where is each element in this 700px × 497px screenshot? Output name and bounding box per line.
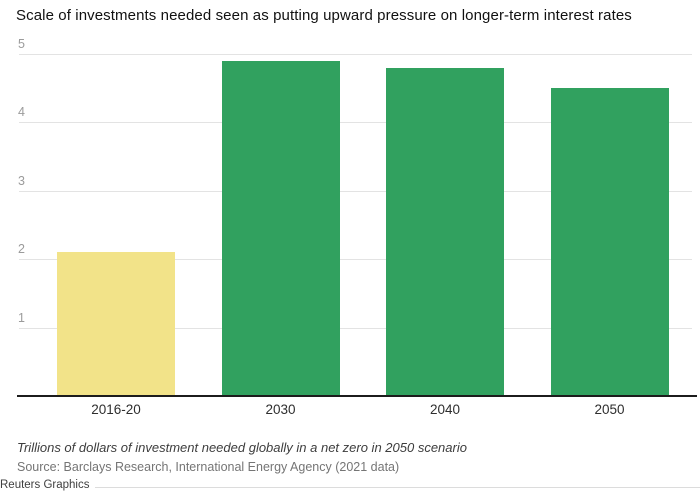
- x-axis-baseline: [17, 395, 697, 397]
- gridline-4: [19, 122, 692, 124]
- gridline-5: [19, 54, 692, 55]
- chart-note: Trillions of dollars of investment neede…: [17, 440, 467, 455]
- x-tick-label-2050: 2050: [594, 402, 625, 417]
- bar-2050: [550, 88, 669, 396]
- bar-2040: [386, 67, 504, 396]
- chart-title: Scale of investments needed seen as putt…: [16, 7, 632, 24]
- y-tick-label-3: 3: [18, 173, 25, 188]
- y-tick-label-2: 2: [18, 242, 25, 257]
- attribution-divider: [95, 487, 700, 488]
- attribution-label: Reuters Graphics: [0, 479, 90, 491]
- gridline-3: [19, 190, 692, 192]
- chart-source: Source: Barclays Research, International…: [17, 460, 400, 474]
- x-tick-label-2030: 2030: [265, 402, 296, 417]
- x-tick-label-2016-20: 2016-20: [91, 402, 141, 417]
- y-tick-label-4: 4: [18, 105, 25, 120]
- bar-2030: [221, 60, 340, 396]
- bar-2016-20: [57, 252, 175, 396]
- gridline-1: [19, 327, 692, 329]
- y-tick-label-1: 1: [18, 310, 25, 325]
- x-tick-label-2040: 2040: [429, 402, 461, 417]
- y-tick-label-5: 5: [18, 37, 25, 51]
- gridline-2: [19, 259, 692, 261]
